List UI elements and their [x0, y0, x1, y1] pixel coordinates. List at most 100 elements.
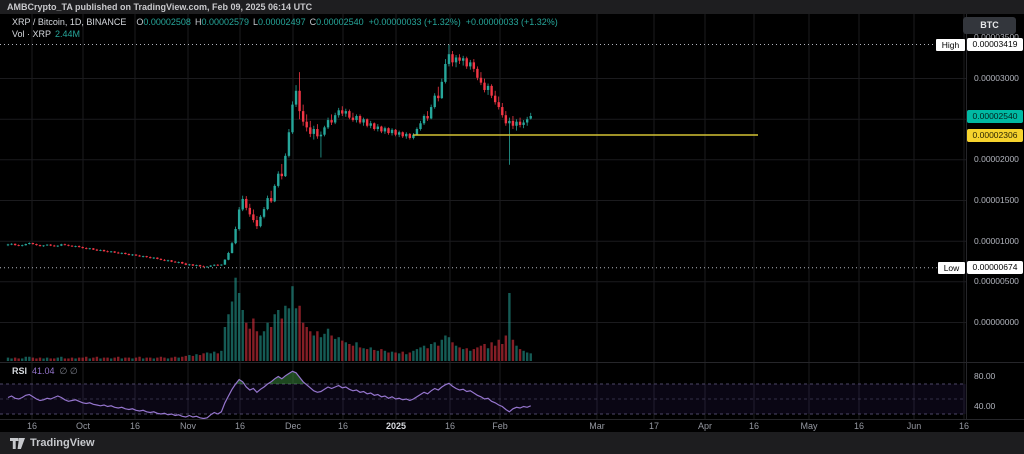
volume-bar	[355, 342, 358, 361]
high-tag: High	[936, 38, 965, 51]
change-value-2: +0.00000033 (+1.32%)	[465, 17, 558, 27]
candle-body	[454, 57, 458, 63]
volume-bar	[213, 351, 216, 361]
candle-body	[437, 95, 440, 99]
volume-bar	[486, 348, 490, 361]
candle-body	[28, 242, 31, 245]
time-axis-tick: 16	[234, 421, 245, 431]
volume-bar	[170, 357, 173, 361]
volume-bar	[362, 348, 365, 361]
volume-bar	[301, 322, 305, 361]
candle-body	[525, 119, 529, 123]
candle-body	[88, 248, 91, 250]
volume-bar	[408, 352, 412, 361]
candle-body	[383, 128, 387, 132]
candle-body	[92, 248, 95, 250]
volume-bar	[92, 357, 95, 361]
volume-bar	[230, 301, 234, 361]
rsi-indicator-label[interactable]: RSI	[12, 366, 28, 376]
volume-bar	[387, 352, 390, 361]
candle-body	[422, 115, 426, 124]
candle-body	[294, 90, 298, 105]
candle-body	[42, 245, 45, 247]
rsi-value: 41.04	[32, 366, 55, 376]
candle-body	[369, 123, 372, 126]
candle-body	[24, 244, 27, 246]
volume-bar	[497, 339, 500, 361]
volume-bar	[415, 349, 419, 361]
candle-body	[429, 107, 433, 119]
tradingview-brand-link[interactable]: TradingView	[10, 437, 95, 449]
volume-bar	[262, 331, 266, 361]
candle-body	[17, 245, 20, 246]
low-value-chip: 0.00000674	[967, 261, 1023, 275]
volume-bar	[365, 349, 369, 361]
volume-bar	[390, 351, 394, 361]
volume-bar	[99, 358, 102, 361]
time-axis-tick: Oct	[75, 421, 90, 431]
volume-bar	[117, 356, 120, 361]
candle-body	[198, 265, 202, 267]
candle-body	[508, 120, 511, 124]
candle-body	[486, 85, 490, 90]
price-axis-tick: 0.00003000	[974, 73, 1019, 83]
candle-body	[149, 257, 152, 259]
publisher-text: AMBCrypto_TA published on TradingView.co…	[7, 2, 313, 12]
candle-body	[472, 62, 476, 69]
candle-body	[205, 266, 209, 268]
candle-body	[138, 255, 141, 257]
candle-body	[444, 63, 447, 82]
candle-body	[166, 260, 170, 262]
candle-body	[490, 85, 493, 96]
candle-body	[515, 121, 518, 126]
volume-bar	[184, 355, 187, 361]
price-axis-tick: 0.00002000	[974, 154, 1019, 165]
candle-body	[170, 260, 173, 262]
candle-body	[141, 256, 145, 257]
price-axis-tick: 0.00000000	[974, 317, 1019, 327]
candle-body	[252, 214, 255, 221]
volume-bar	[81, 357, 84, 361]
candle-body	[85, 248, 88, 249]
candle-body	[152, 257, 155, 259]
volume-bar	[198, 355, 202, 361]
volume-bar	[518, 349, 522, 361]
volume-bar	[277, 310, 280, 361]
volume-bar	[120, 358, 123, 361]
volume-bar	[312, 335, 316, 361]
candle-body	[326, 120, 330, 128]
volume-bar	[166, 358, 170, 361]
candle-body	[102, 249, 106, 252]
price-axis-tick: 0.00003500	[974, 32, 1019, 43]
low-tag: Low	[938, 261, 965, 274]
volume-bar	[138, 356, 141, 361]
volume-bar	[195, 354, 198, 361]
time-axis-tick: 16	[853, 421, 864, 431]
volume-bar	[476, 347, 479, 361]
volume-bar	[113, 357, 116, 361]
volume-bar	[255, 331, 259, 361]
time-axis-tick: May	[800, 421, 818, 431]
candle-body	[483, 82, 486, 90]
volume-bar	[337, 337, 340, 361]
volume-bar	[53, 358, 56, 361]
volume-bar	[280, 318, 284, 361]
volume-bar	[394, 352, 397, 361]
volume-bar	[163, 357, 166, 361]
candle-body	[31, 242, 35, 245]
high-value-chip: 0.00003419	[967, 38, 1023, 51]
time-axis-tick: 16	[26, 421, 37, 431]
volume-bar	[401, 351, 404, 361]
volume-bar	[145, 357, 148, 361]
candle-body	[479, 77, 483, 83]
candle-body	[35, 244, 38, 246]
volume-bar	[465, 348, 468, 361]
volume-bar	[124, 357, 127, 361]
candle-body	[493, 95, 497, 103]
candle-body	[269, 198, 273, 202]
volume-bar	[344, 342, 348, 361]
candle-body	[202, 266, 205, 268]
symbol-title[interactable]: XRP / Bitcoin, 1D, BINANCE	[12, 17, 127, 27]
currency-toggle-button[interactable]: BTC	[963, 17, 1016, 34]
